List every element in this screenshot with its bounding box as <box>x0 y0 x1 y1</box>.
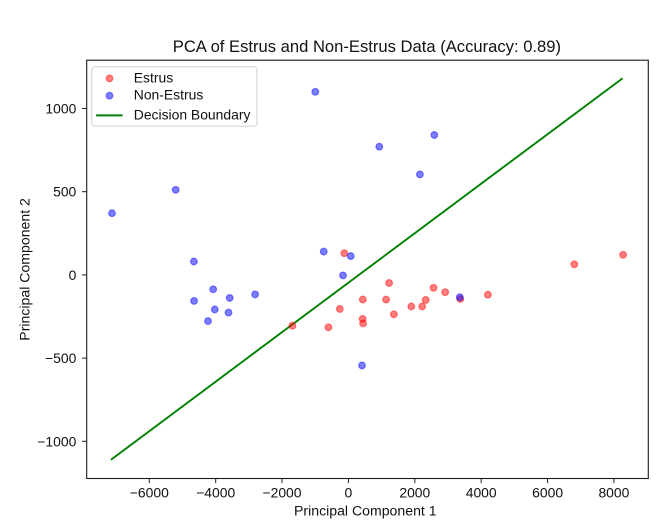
svg-text:6000: 6000 <box>532 485 563 501</box>
svg-text:Non-Estrus: Non-Estrus <box>134 87 204 103</box>
svg-text:8000: 8000 <box>598 485 629 501</box>
svg-text:4000: 4000 <box>466 485 497 501</box>
svg-text:−1000: −1000 <box>37 433 76 449</box>
svg-text:0: 0 <box>345 485 353 501</box>
svg-text:2000: 2000 <box>399 485 430 501</box>
svg-text:Principal Component 2: Principal Component 2 <box>17 198 33 341</box>
svg-text:PCA of Estrus and Non-Estrus D: PCA of Estrus and Non-Estrus Data (Accur… <box>173 37 561 56</box>
svg-text:1000: 1000 <box>45 101 76 117</box>
svg-text:−500: −500 <box>45 350 77 366</box>
svg-text:Estrus: Estrus <box>134 69 173 85</box>
svg-text:Principal Component 1: Principal Component 1 <box>294 503 437 519</box>
svg-text:−6000: −6000 <box>130 485 169 501</box>
svg-text:−4000: −4000 <box>196 485 235 501</box>
svg-text:Decision Boundary: Decision Boundary <box>134 106 251 122</box>
svg-text:−2000: −2000 <box>262 485 301 501</box>
svg-text:500: 500 <box>53 184 76 200</box>
svg-text:0: 0 <box>69 267 77 283</box>
